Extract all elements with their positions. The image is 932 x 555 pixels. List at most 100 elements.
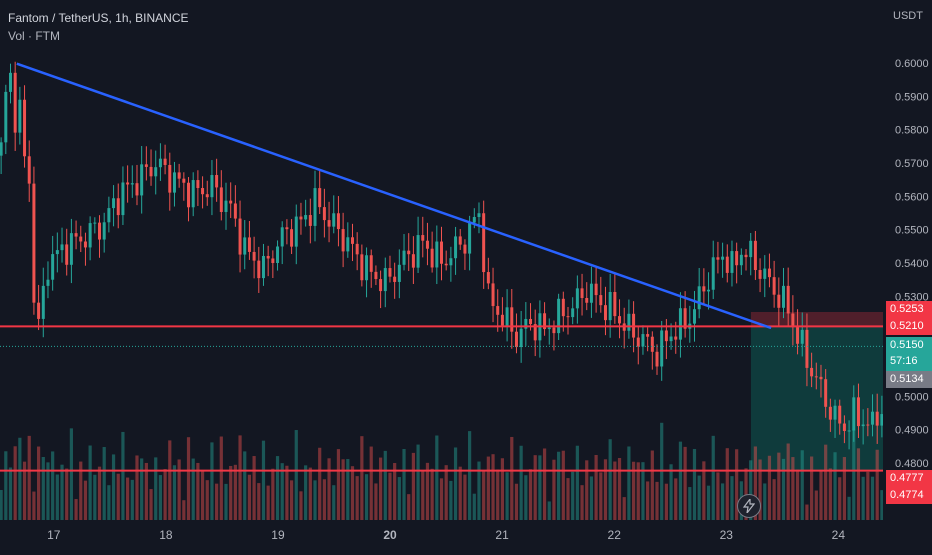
candle-body <box>229 200 233 204</box>
volume-bar <box>721 483 725 520</box>
volume-bar <box>336 449 341 520</box>
volume-bar <box>97 466 102 520</box>
candle-body <box>767 268 771 278</box>
last-price-value: 0.5150 <box>890 339 924 351</box>
candle-body <box>543 313 547 330</box>
volume-bar <box>608 439 612 520</box>
symbol-title[interactable]: Fantom / TetherUS, 1h, BINANCE <box>8 11 189 25</box>
lightning-icon[interactable] <box>737 494 761 518</box>
volume-bar <box>37 446 41 520</box>
volume-bar <box>674 478 678 520</box>
candle-body <box>861 424 865 427</box>
candle-body <box>725 256 729 273</box>
candle-body <box>191 180 195 208</box>
candle-body <box>791 313 795 328</box>
volume-bar <box>646 481 650 520</box>
volume-bar <box>257 483 261 520</box>
volume-bar <box>439 478 444 520</box>
candle-body <box>8 72 12 92</box>
volume-bar <box>107 485 111 520</box>
candle-body <box>533 324 537 341</box>
volume-bar <box>767 455 772 520</box>
volume-bar <box>186 437 191 520</box>
candle-body <box>144 164 148 167</box>
support-price-tag: 0.4777 <box>886 470 932 487</box>
candle-body <box>271 258 275 264</box>
volume-bar <box>528 469 533 520</box>
volume-bar <box>706 485 711 520</box>
candle-body <box>299 216 303 220</box>
volume-bar <box>402 448 406 520</box>
time-tick-label: 18 <box>159 528 173 542</box>
candle-body <box>589 283 593 303</box>
volume-bar <box>172 465 177 520</box>
volume-bar <box>22 461 27 520</box>
candle-body <box>379 279 383 292</box>
volume-bar <box>486 456 490 520</box>
candle-body <box>383 268 387 292</box>
candle-body <box>529 318 533 325</box>
volume-bar <box>271 468 275 520</box>
candle-body <box>468 222 472 254</box>
volume-bar <box>13 446 17 520</box>
last-price-tag: 0.5150 57:16 <box>886 337 932 371</box>
volume-bar <box>144 462 148 520</box>
volume-bar <box>60 464 64 520</box>
volume-bar <box>786 443 790 520</box>
volume-bar <box>229 465 233 520</box>
price-axis-currency: USDT <box>893 10 923 22</box>
volume-bar <box>711 435 715 520</box>
volume-bar <box>32 491 36 520</box>
volume-bar <box>664 483 668 520</box>
stop-zone <box>750 312 883 327</box>
candle-body <box>135 183 139 196</box>
candle-body <box>27 156 31 184</box>
candle-body <box>871 411 875 425</box>
volume-bar <box>716 472 720 520</box>
candle-body <box>280 227 284 247</box>
volume-bar <box>538 455 542 520</box>
candle-body <box>477 213 481 218</box>
volume-indicator-label[interactable]: Vol · FTM <box>8 29 61 43</box>
volume-bar <box>725 448 729 520</box>
candle-body <box>749 240 753 258</box>
volume-bar <box>641 462 645 520</box>
candle-body <box>838 405 842 424</box>
candle-body <box>500 314 504 326</box>
price-tick-label: 0.5400 <box>895 258 929 270</box>
candle-body <box>102 222 106 240</box>
candle-body <box>514 331 518 348</box>
candle-body <box>341 229 345 252</box>
candle-body <box>93 222 97 224</box>
candle-body <box>172 172 176 193</box>
volume-bar <box>280 463 284 520</box>
price-tick-label: 0.4800 <box>895 458 929 470</box>
candle-body <box>247 237 251 252</box>
candle-body <box>866 424 870 426</box>
candle-body <box>828 406 832 420</box>
volume-bar <box>421 471 425 520</box>
volume-bar <box>636 462 640 520</box>
volume-bar <box>285 465 289 520</box>
candle-body <box>486 272 490 284</box>
candle-body <box>735 251 739 266</box>
candle-body <box>772 277 776 295</box>
volume-bar <box>566 478 570 520</box>
volume-bar <box>46 462 50 520</box>
candle-body <box>777 294 781 308</box>
volume-bar <box>346 459 350 520</box>
candle-body <box>41 285 45 319</box>
candle-body <box>168 164 172 193</box>
volume-bar <box>847 496 851 520</box>
candle-body <box>46 279 50 286</box>
volume-bar <box>425 462 430 520</box>
candle-body <box>472 217 476 223</box>
volume-bar <box>149 489 153 520</box>
lightning-glyph <box>743 499 755 513</box>
volume-bar <box>18 437 22 520</box>
candle-body <box>201 188 205 195</box>
volume-bar <box>205 480 209 520</box>
price-tick-label: 0.5700 <box>895 158 929 170</box>
